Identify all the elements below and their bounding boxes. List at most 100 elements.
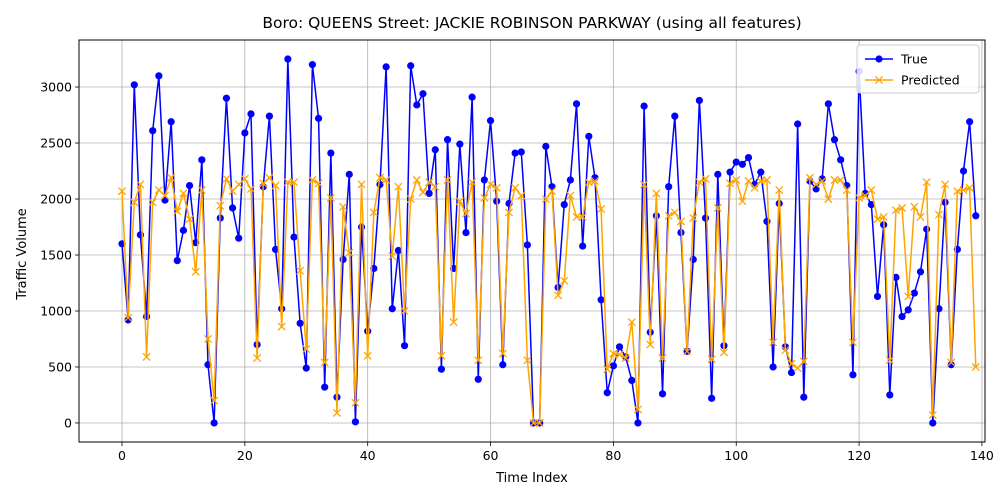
data-point	[738, 197, 747, 206]
data-point	[738, 160, 746, 168]
data-point	[633, 405, 643, 414]
data-point	[898, 203, 907, 213]
data-point	[947, 358, 956, 367]
data-point	[437, 365, 445, 373]
data-point	[412, 175, 421, 185]
data-point	[277, 322, 286, 331]
data-point	[922, 178, 931, 187]
data-point	[640, 102, 648, 110]
data-point	[296, 319, 304, 327]
data-point	[695, 178, 704, 187]
data-point	[327, 149, 335, 157]
data-point	[406, 194, 415, 204]
data-point	[369, 208, 378, 217]
data-point	[222, 94, 231, 102]
data-point	[382, 63, 390, 71]
data-point	[775, 185, 784, 195]
data-point	[578, 212, 587, 221]
data-point	[179, 226, 188, 234]
data-point	[787, 359, 796, 368]
data-point	[934, 210, 943, 219]
data-point	[836, 175, 845, 185]
data-point	[923, 225, 931, 233]
data-point	[210, 396, 219, 405]
data-point	[302, 364, 310, 372]
series-predicted	[117, 173, 980, 428]
data-point	[529, 418, 538, 428]
data-point	[284, 55, 292, 63]
data-point	[308, 175, 317, 185]
data-point	[898, 312, 906, 321]
data-point	[407, 62, 415, 70]
data-point	[726, 168, 734, 176]
data-point	[148, 198, 157, 207]
data-point	[597, 296, 605, 304]
y-axis: 0 500 1000 1500 2000 2500 3000	[40, 80, 79, 430]
data-point	[941, 180, 950, 189]
data-point	[708, 394, 716, 402]
data-point	[615, 350, 624, 359]
data-point	[585, 132, 593, 140]
data-point	[762, 175, 772, 185]
data-point	[130, 198, 139, 207]
data-point	[652, 212, 660, 220]
data-point	[167, 173, 176, 182]
data-point	[271, 181, 280, 190]
data-point	[345, 170, 353, 178]
data-point	[793, 364, 802, 373]
data-point	[916, 268, 925, 276]
data-point	[750, 183, 759, 192]
data-point	[855, 193, 864, 202]
data-point	[713, 203, 722, 213]
data-point	[572, 212, 581, 221]
data-point	[640, 180, 649, 189]
legend-item-true: True	[865, 52, 928, 67]
data-point	[787, 368, 796, 377]
data-point	[800, 393, 808, 401]
series-layer	[117, 55, 980, 428]
data-point	[972, 212, 980, 220]
data-point	[486, 117, 495, 125]
data-point	[879, 212, 888, 221]
data-point	[339, 255, 347, 264]
data-point	[253, 353, 262, 363]
data-point	[646, 340, 655, 349]
data-point	[240, 174, 249, 183]
data-point	[216, 201, 225, 210]
data-point	[351, 418, 360, 426]
data-point	[579, 242, 587, 250]
data-point	[443, 175, 452, 185]
data-point	[278, 305, 286, 313]
data-point	[658, 353, 667, 363]
legend-marker	[875, 55, 883, 63]
data-point	[966, 118, 974, 126]
data-point	[664, 211, 673, 220]
data-point	[321, 383, 329, 391]
data-point	[726, 179, 735, 188]
data-point	[824, 194, 833, 204]
data-point	[173, 207, 182, 216]
data-point	[173, 256, 181, 265]
data-point	[235, 234, 243, 242]
data-point	[695, 96, 703, 105]
data-point	[265, 173, 274, 182]
data-point	[848, 338, 857, 347]
data-point	[547, 187, 557, 196]
data-point	[449, 318, 458, 327]
data-point	[714, 170, 722, 178]
data-point	[382, 175, 391, 185]
data-point	[683, 347, 692, 356]
x-axis-title: Time Index	[495, 471, 568, 486]
x-tick-label: 80	[605, 448, 621, 463]
data-point	[701, 214, 710, 222]
data-point	[873, 215, 882, 224]
data-point	[959, 185, 968, 195]
data-point	[837, 156, 845, 164]
data-point	[818, 177, 827, 186]
data-point	[443, 136, 452, 144]
x-tick-label: 140	[970, 448, 994, 463]
y-axis-title: Traffic Volume	[15, 208, 30, 301]
data-point	[498, 349, 507, 358]
data-point	[480, 193, 489, 202]
data-point	[241, 129, 249, 137]
